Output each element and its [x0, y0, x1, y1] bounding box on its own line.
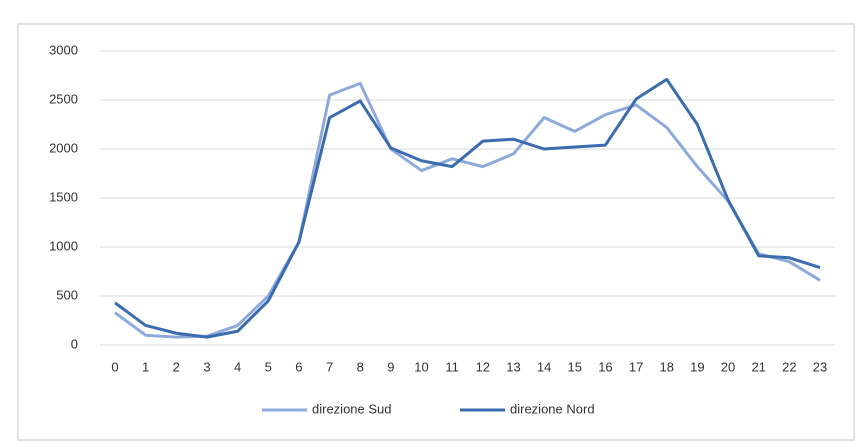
x-tick-label: 2 [173, 359, 180, 374]
y-tick-label: 500 [56, 287, 78, 302]
x-tick-label: 18 [660, 359, 674, 374]
y-tick-label: 2000 [49, 140, 78, 155]
x-tick-label: 13 [506, 359, 520, 374]
x-tick-label: 20 [721, 359, 735, 374]
x-tick-label: 1 [142, 359, 149, 374]
x-tick-label: 0 [111, 359, 118, 374]
x-tick-label: 23 [813, 359, 827, 374]
x-tick-label: 11 [445, 359, 459, 374]
x-tick-label: 8 [357, 359, 364, 374]
legend-label: direzione Nord [510, 401, 595, 416]
x-tick-label: 16 [598, 359, 612, 374]
x-tick-label: 17 [629, 359, 643, 374]
x-tick-label: 5 [265, 359, 272, 374]
x-tick-label: 12 [476, 359, 490, 374]
y-tick-label: 3000 [49, 42, 78, 57]
x-tick-label: 22 [782, 359, 796, 374]
x-tick-label: 3 [203, 359, 210, 374]
x-tick-label: 15 [568, 359, 582, 374]
chart-frame [17, 23, 855, 441]
x-tick-label: 14 [537, 359, 551, 374]
x-tick-label: 10 [414, 359, 428, 374]
line-series [114, 81, 821, 339]
y-tick-label: 1000 [49, 238, 78, 253]
y-tick-label: 2500 [49, 91, 78, 106]
x-tick-label: 9 [387, 359, 394, 374]
x-tick-label: 6 [295, 359, 302, 374]
y-tick-label: 0 [71, 336, 78, 351]
line-series [114, 77, 821, 339]
x-tick-label: 19 [690, 359, 704, 374]
x-tick-label: 7 [326, 359, 333, 374]
x-tick-label: 21 [751, 359, 765, 374]
legend-label: direzione Sud [312, 401, 392, 416]
y-tick-label: 1500 [49, 189, 78, 204]
x-tick-label: 4 [234, 359, 241, 374]
